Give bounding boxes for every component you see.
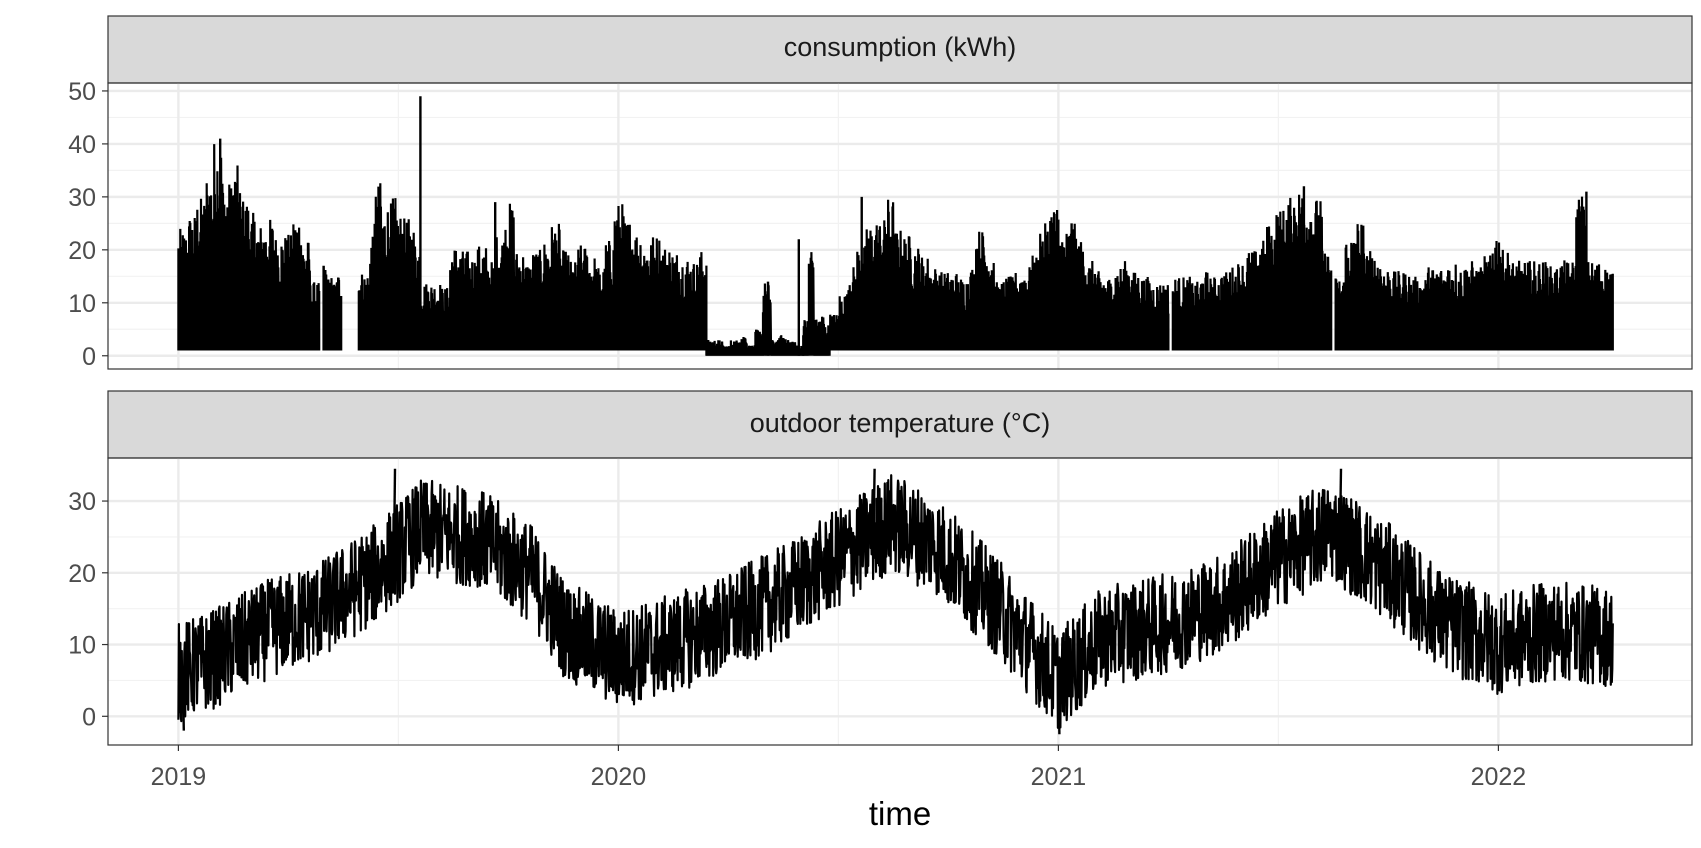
temperature-extreme xyxy=(181,671,185,731)
consumption-segment xyxy=(430,203,708,351)
consumption-segment xyxy=(177,144,321,351)
strip-consumption xyxy=(107,15,1693,84)
x-tick-label: 2021 xyxy=(1031,763,1087,791)
y-tick-label: 30 xyxy=(68,488,96,516)
y-tick-label: 0 xyxy=(82,703,96,731)
temperature-extreme xyxy=(1338,468,1343,537)
series-temperature xyxy=(177,468,1614,735)
panel-consumption: consumption (kWh) 0 10 20 30 40 50 xyxy=(68,15,1693,371)
consumption-segment xyxy=(1334,196,1614,351)
y-tick-label: 20 xyxy=(68,560,96,588)
y-tick-label: 30 xyxy=(68,184,96,212)
x-tick-label: 2020 xyxy=(591,763,647,791)
y-tick-label: 10 xyxy=(68,290,96,318)
consumption-segment xyxy=(705,283,805,356)
plot-border-temperature xyxy=(107,457,1693,746)
y-axis-temperature: 0 10 20 30 xyxy=(68,488,108,731)
y-tick-label: 0 xyxy=(82,343,96,371)
strip-temperature xyxy=(107,390,1693,459)
y-axis-consumption: 0 10 20 30 40 50 xyxy=(68,78,108,371)
temperature-extreme xyxy=(1057,680,1061,735)
x-axis-title: time xyxy=(869,795,931,832)
consumption-segment xyxy=(828,199,1060,351)
x-axis: 2019 2020 2021 2022 xyxy=(151,745,1527,791)
y-tick-label: 10 xyxy=(68,632,96,660)
x-tick-label: 2019 xyxy=(151,763,207,791)
consumption-segment xyxy=(1057,223,1170,351)
y-tick-label: 20 xyxy=(68,237,96,265)
strip-temperature-label: outdoor temperature (°C) xyxy=(750,408,1050,438)
panel-temperature: outdoor temperature (°C) 0 10 20 30 xyxy=(68,390,1693,746)
temperature-line xyxy=(177,474,1614,729)
y-tick-label: 50 xyxy=(68,78,96,106)
consumption-segment xyxy=(1171,194,1333,351)
series-consumption xyxy=(177,96,1614,356)
y-tick-label: 40 xyxy=(68,131,96,159)
consumption-segment xyxy=(322,266,343,351)
x-tick-label: 2022 xyxy=(1471,763,1527,791)
plot-border-consumption xyxy=(107,82,1693,370)
strip-consumption-label: consumption (kWh) xyxy=(784,32,1017,62)
temperature-extreme xyxy=(392,468,397,556)
consumption-segment xyxy=(802,252,831,356)
temperature-extreme xyxy=(872,468,876,535)
